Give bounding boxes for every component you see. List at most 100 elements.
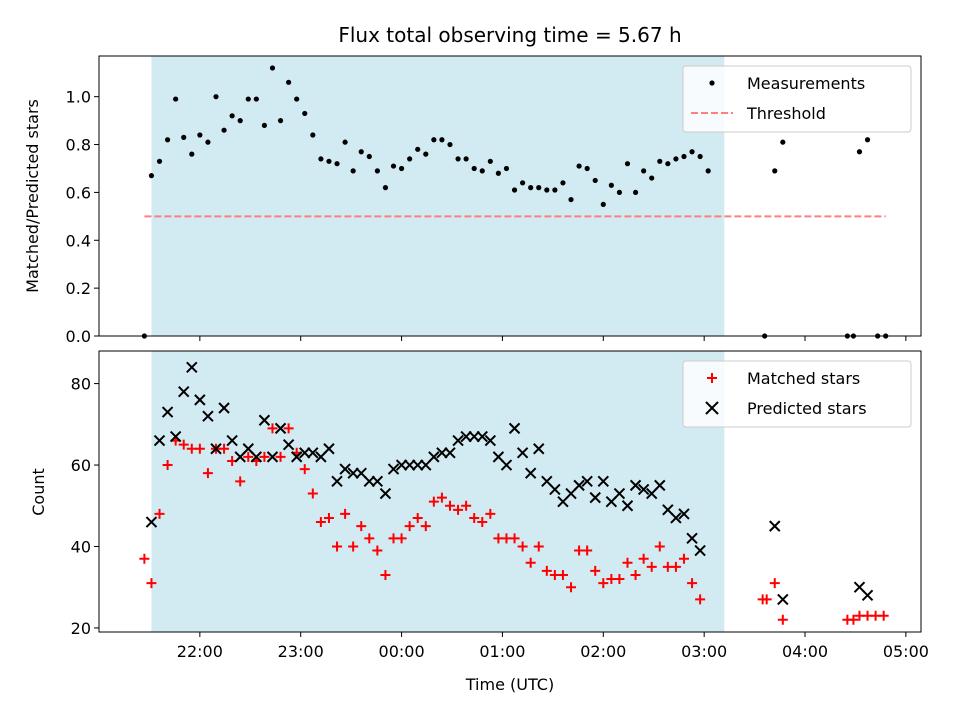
y-tick-label: 0.0 — [66, 327, 91, 346]
measurement-point — [544, 187, 550, 193]
predicted-star-point — [444, 447, 456, 459]
measurement-point — [576, 163, 582, 169]
predicted-star-point — [524, 467, 537, 479]
matched-star-point — [638, 553, 649, 564]
matched-star-point — [202, 468, 213, 479]
matched-star-point — [267, 423, 278, 434]
matched-star-point — [761, 594, 772, 605]
x-tick-label: 22:00 — [177, 642, 223, 661]
predicted-star-point — [307, 447, 319, 459]
measurement-point — [431, 137, 437, 143]
ratio-marks — [141, 65, 889, 339]
x-tick-label: 04:00 — [782, 642, 828, 661]
matched-star-point — [194, 443, 205, 454]
predicted-star-point — [769, 520, 781, 532]
plot-frame — [98, 350, 922, 633]
measurement-point — [302, 110, 308, 117]
matched-star-point — [444, 500, 455, 511]
legend-swatch — [707, 373, 717, 383]
measurement-point — [536, 185, 542, 191]
matched-star-point — [235, 476, 246, 487]
predicted-star-point — [339, 463, 351, 475]
measurement-point — [697, 153, 703, 160]
matched-star-point — [396, 533, 407, 544]
measurement-point — [705, 168, 711, 174]
x-tick-label: 02:00 — [580, 642, 626, 661]
legend: Matched stars Predicted stars — [682, 360, 912, 428]
predicted-star-point — [637, 483, 650, 496]
measurement-point — [681, 153, 687, 160]
chart-title: Flux total observing time = 5.67 h — [338, 23, 681, 47]
matched-star-point — [777, 614, 788, 625]
legend-swatch — [709, 80, 715, 86]
measurement-point — [221, 127, 227, 133]
predicted-star-point — [670, 512, 682, 524]
measurement-point — [455, 156, 461, 162]
y-tick-label: 1.0 — [66, 88, 91, 107]
matched-star-point — [453, 504, 464, 515]
matched-star-point — [162, 460, 173, 471]
matched-star-point — [598, 578, 609, 589]
legend-box — [682, 65, 912, 133]
measurement-point — [864, 137, 871, 143]
measurement-point — [503, 165, 510, 172]
predicted-star-point — [145, 516, 158, 528]
matched-star-point — [348, 541, 359, 552]
measurement-point — [487, 158, 493, 164]
matched-star-point — [380, 569, 391, 580]
measurement-point — [374, 168, 380, 174]
measurement-point — [229, 113, 235, 119]
predicted-star-point — [250, 451, 263, 463]
matched-star-point — [630, 569, 641, 580]
measurement-point — [439, 137, 445, 143]
matched-star-point — [678, 553, 689, 564]
count-marks — [139, 361, 889, 625]
measurement-point — [463, 156, 469, 162]
matched-star-point — [566, 582, 577, 593]
measurement-point — [197, 132, 203, 138]
matched-star-point — [687, 578, 698, 589]
x-tick-label: 00:00 — [379, 642, 425, 661]
predicted-star-point — [153, 434, 166, 447]
measurement-point — [237, 118, 243, 124]
y-tick-label: 40 — [71, 537, 91, 556]
predicted-star-point — [323, 443, 335, 455]
predicted-star-point — [178, 386, 190, 398]
matched-star-point — [275, 451, 286, 462]
measurement-point — [600, 201, 606, 207]
predicted-star-point — [516, 447, 529, 459]
predicted-star-point — [549, 483, 561, 496]
matched-star-point — [332, 541, 343, 552]
predicted-star-point — [428, 451, 440, 463]
measurement-point — [382, 185, 389, 191]
y-tick-label: 0.2 — [66, 279, 91, 298]
predicted-star-point — [169, 430, 182, 443]
y-tick-label: 0.8 — [66, 136, 91, 155]
predicted-star-point — [452, 434, 464, 447]
measurement-point — [269, 65, 276, 71]
x-tick-label: 01:00 — [479, 642, 525, 661]
matched-star-point — [436, 492, 447, 503]
predicted-star-point — [533, 443, 545, 455]
measurement-point — [286, 79, 292, 85]
measurement-point — [856, 149, 863, 155]
matched-star-point — [340, 508, 351, 519]
predicted-star-point — [266, 451, 279, 463]
measurement-point — [608, 182, 614, 188]
measurement-point — [632, 189, 639, 196]
matched-star-point — [557, 569, 568, 580]
legend-label: Measurements — [747, 74, 865, 93]
predicted-star-point — [621, 500, 634, 512]
predicted-star-point — [226, 434, 238, 447]
matched-star-point — [219, 443, 230, 454]
matched-star-point — [590, 565, 601, 576]
legend-label: Matched stars — [747, 369, 860, 388]
predicted-star-point — [387, 463, 400, 475]
predicted-star-point — [218, 402, 230, 414]
matched-star-point — [695, 594, 706, 605]
predicted-star-point — [694, 544, 706, 557]
x-tick-label: 03:00 — [681, 642, 727, 661]
matched-star-point — [461, 500, 472, 511]
predicted-star-point — [290, 451, 303, 463]
